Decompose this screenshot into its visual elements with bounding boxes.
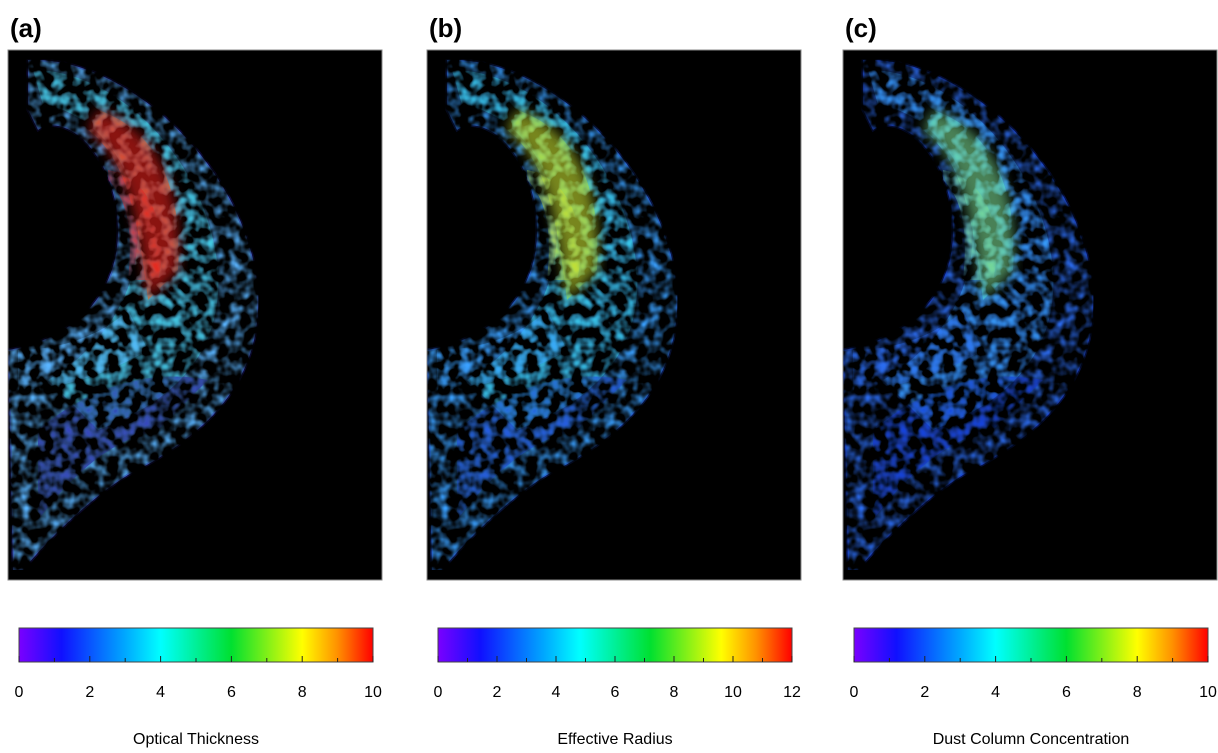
colorbar-tick-label: 10 bbox=[1199, 684, 1217, 701]
plume-region bbox=[18, 310, 148, 390]
colorbar-tick-label: 10 bbox=[724, 684, 742, 701]
plume-edge bbox=[841, 58, 1095, 572]
image bbox=[6, 58, 260, 572]
colorbar-tick-label: 4 bbox=[552, 684, 561, 701]
plume-core bbox=[88, 110, 179, 300]
colorbar-title: Optical Thickness bbox=[133, 731, 259, 748]
plume-core bbox=[507, 110, 598, 300]
colorbar-tick-label: 4 bbox=[156, 684, 165, 701]
plume-region bbox=[437, 310, 567, 390]
colorbar-tick-label: 8 bbox=[298, 684, 307, 701]
panel: (b) 0 2 4 6 8 10 12 Effective Radius bbox=[425, 13, 802, 748]
plume-region bbox=[868, 70, 1054, 430]
colorbar-tick-label: 8 bbox=[670, 684, 679, 701]
image bbox=[425, 58, 679, 572]
colorbar-tick-label: 4 bbox=[991, 684, 1000, 701]
colorbar-title: Dust Column Concentration bbox=[933, 731, 1130, 748]
colorbar-tick-label: 2 bbox=[85, 684, 94, 701]
colorbar-tick-label: 0 bbox=[434, 684, 443, 701]
plume-region bbox=[873, 376, 1043, 520]
panel-label: (b) bbox=[429, 13, 462, 43]
panel-label: (c) bbox=[845, 13, 877, 43]
colorbar-tick-label: 0 bbox=[15, 684, 24, 701]
image bbox=[841, 58, 1095, 572]
colorbar-tick-label: 2 bbox=[920, 684, 929, 701]
colorbar-title: Effective Radius bbox=[557, 731, 672, 748]
panel: (c) 0 2 4 6 8 10 Dust Column Concentration bbox=[841, 13, 1218, 748]
plume-edge bbox=[6, 58, 260, 572]
colorbar-tick-label: 8 bbox=[1133, 684, 1142, 701]
colorbar-tick-label: 6 bbox=[1062, 684, 1071, 701]
colorbar-tick-label: 10 bbox=[364, 684, 382, 701]
plume-region bbox=[853, 310, 983, 390]
plume-core bbox=[923, 110, 1014, 300]
colorbar-tick-label: 2 bbox=[493, 684, 502, 701]
plume-region bbox=[452, 70, 638, 430]
colorbar-tick-label: 6 bbox=[611, 684, 620, 701]
plume-region bbox=[457, 376, 627, 520]
panel: (a) 0 2 4 6 8 10 Optical Thickness bbox=[6, 13, 383, 748]
plume-region bbox=[33, 70, 219, 430]
colorbar-tick-label: 0 bbox=[850, 684, 859, 701]
plume-region bbox=[38, 376, 208, 520]
colorbar bbox=[18, 627, 374, 663]
colorbar bbox=[853, 627, 1209, 663]
panel-label: (a) bbox=[10, 13, 42, 43]
colorbar-tick-label: 12 bbox=[783, 684, 801, 701]
colorbar-tick-label: 6 bbox=[227, 684, 236, 701]
plume-edge bbox=[425, 58, 679, 572]
